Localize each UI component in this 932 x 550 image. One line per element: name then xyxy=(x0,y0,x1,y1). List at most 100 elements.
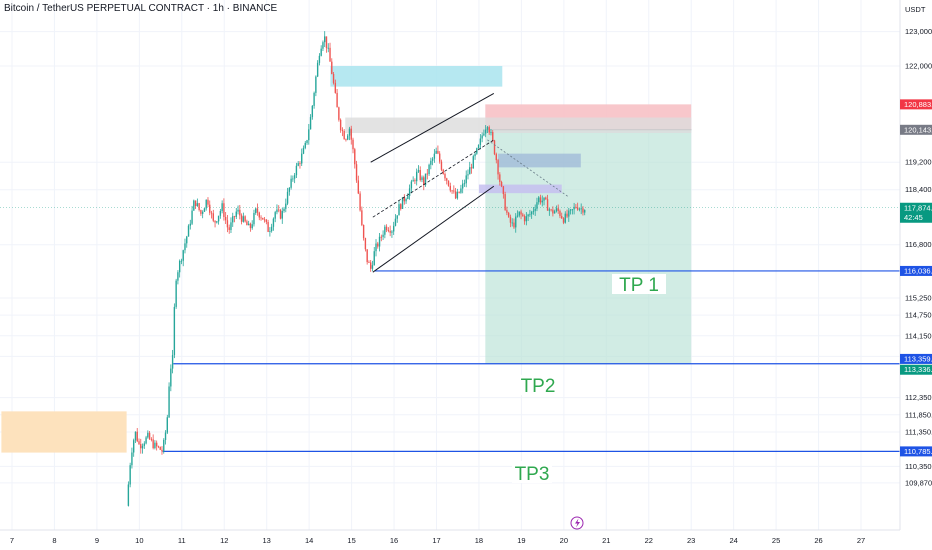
candle-body xyxy=(476,148,478,154)
price-tag-tp2 xyxy=(900,353,932,364)
candle-body xyxy=(582,208,584,213)
candle-body xyxy=(334,82,337,93)
candle-body xyxy=(348,128,351,136)
price-tick-label: 122,000.0 xyxy=(905,62,932,71)
candle-body xyxy=(543,197,545,201)
plot-area[interactable] xyxy=(0,0,900,530)
candle-body xyxy=(484,129,487,134)
candle-body xyxy=(216,221,218,223)
price-tag-text: 113,359.9 xyxy=(904,354,932,363)
tp1-label: TP 1 xyxy=(619,275,659,296)
lightning-icon xyxy=(575,518,580,528)
candle-body xyxy=(410,181,413,189)
candle-body xyxy=(270,226,273,232)
candle-body xyxy=(210,212,213,214)
price-tick-label: 110,350.0 xyxy=(905,462,932,471)
candle-body xyxy=(426,173,429,175)
candle-body xyxy=(132,440,135,453)
candle-body xyxy=(405,199,407,202)
candle-body xyxy=(247,223,250,226)
candle-body xyxy=(306,140,308,143)
candle-body xyxy=(569,209,572,211)
candle-body xyxy=(534,208,536,211)
candle-body xyxy=(456,191,459,199)
candle-body xyxy=(170,368,172,387)
candle-body xyxy=(573,206,575,210)
candle-body xyxy=(546,199,549,211)
price-tag-tp2b xyxy=(900,364,932,375)
candle-body xyxy=(171,355,174,369)
candle-body xyxy=(134,431,137,441)
candle-body xyxy=(290,178,292,188)
candle-body xyxy=(454,191,457,199)
price-tag-tp3 xyxy=(900,446,932,457)
zones xyxy=(1,66,692,453)
candle-body xyxy=(361,210,363,226)
channel xyxy=(370,93,569,273)
candle-body xyxy=(564,213,566,223)
time-tick-label: 16 xyxy=(390,536,398,545)
candle-body xyxy=(394,218,397,226)
candle-body xyxy=(325,36,328,49)
candle-body xyxy=(576,207,579,210)
candle-body xyxy=(506,210,508,213)
channel-mid-line xyxy=(372,139,495,218)
tp3-label-bg xyxy=(512,461,552,483)
candle-body xyxy=(433,153,436,159)
candle-body xyxy=(186,236,188,244)
candle-body xyxy=(493,140,496,155)
candle-body xyxy=(239,209,241,216)
time-tick-label: 8 xyxy=(52,536,56,545)
candle-body xyxy=(286,191,289,204)
candle-body xyxy=(338,107,340,120)
time-tick-label: 26 xyxy=(814,536,822,545)
candle-body xyxy=(279,209,282,219)
candle-body xyxy=(320,48,322,56)
candle-body xyxy=(430,160,432,165)
candle-body xyxy=(343,131,345,140)
candle-body xyxy=(143,443,146,446)
candle-body xyxy=(302,147,305,154)
candle-body xyxy=(242,216,245,222)
candle-body xyxy=(580,208,582,210)
candle-body xyxy=(435,150,437,154)
candle-body xyxy=(224,216,227,221)
candle-body xyxy=(550,209,552,211)
candle-body xyxy=(168,386,170,418)
candle-body xyxy=(180,260,183,262)
candle-body xyxy=(492,132,494,141)
candle-body xyxy=(555,208,558,212)
candle-body xyxy=(205,199,207,209)
candle-body xyxy=(178,260,181,273)
candle-body xyxy=(412,180,414,182)
price-tick-label: 115,250.0 xyxy=(905,293,932,302)
candle-body xyxy=(288,187,291,192)
candle-body xyxy=(419,170,421,181)
candle-body xyxy=(283,208,285,212)
candle-body xyxy=(370,262,372,269)
price-tag-tp1 xyxy=(900,265,932,276)
cyan-zone xyxy=(330,66,503,87)
candle-body xyxy=(256,208,259,213)
price-tag-entry xyxy=(900,124,932,135)
candle-body xyxy=(331,61,333,74)
candle-body xyxy=(217,215,220,222)
time-axis[interactable] xyxy=(0,530,932,550)
candle-body xyxy=(240,215,243,222)
candle-body xyxy=(253,212,255,225)
candle-body xyxy=(191,210,193,224)
event-marker[interactable] xyxy=(570,516,584,530)
candle-body xyxy=(458,191,460,193)
candle-body xyxy=(507,212,510,217)
candle-body xyxy=(301,153,303,164)
time-tick-label: 13 xyxy=(263,536,271,545)
price-tick-label: 123,000.0 xyxy=(905,27,932,36)
candle-body xyxy=(251,224,253,229)
candle-body xyxy=(226,220,229,228)
time-tick-label: 25 xyxy=(772,536,780,545)
candle-body xyxy=(159,446,161,450)
candle-body xyxy=(140,444,142,449)
candle-body xyxy=(518,211,520,216)
